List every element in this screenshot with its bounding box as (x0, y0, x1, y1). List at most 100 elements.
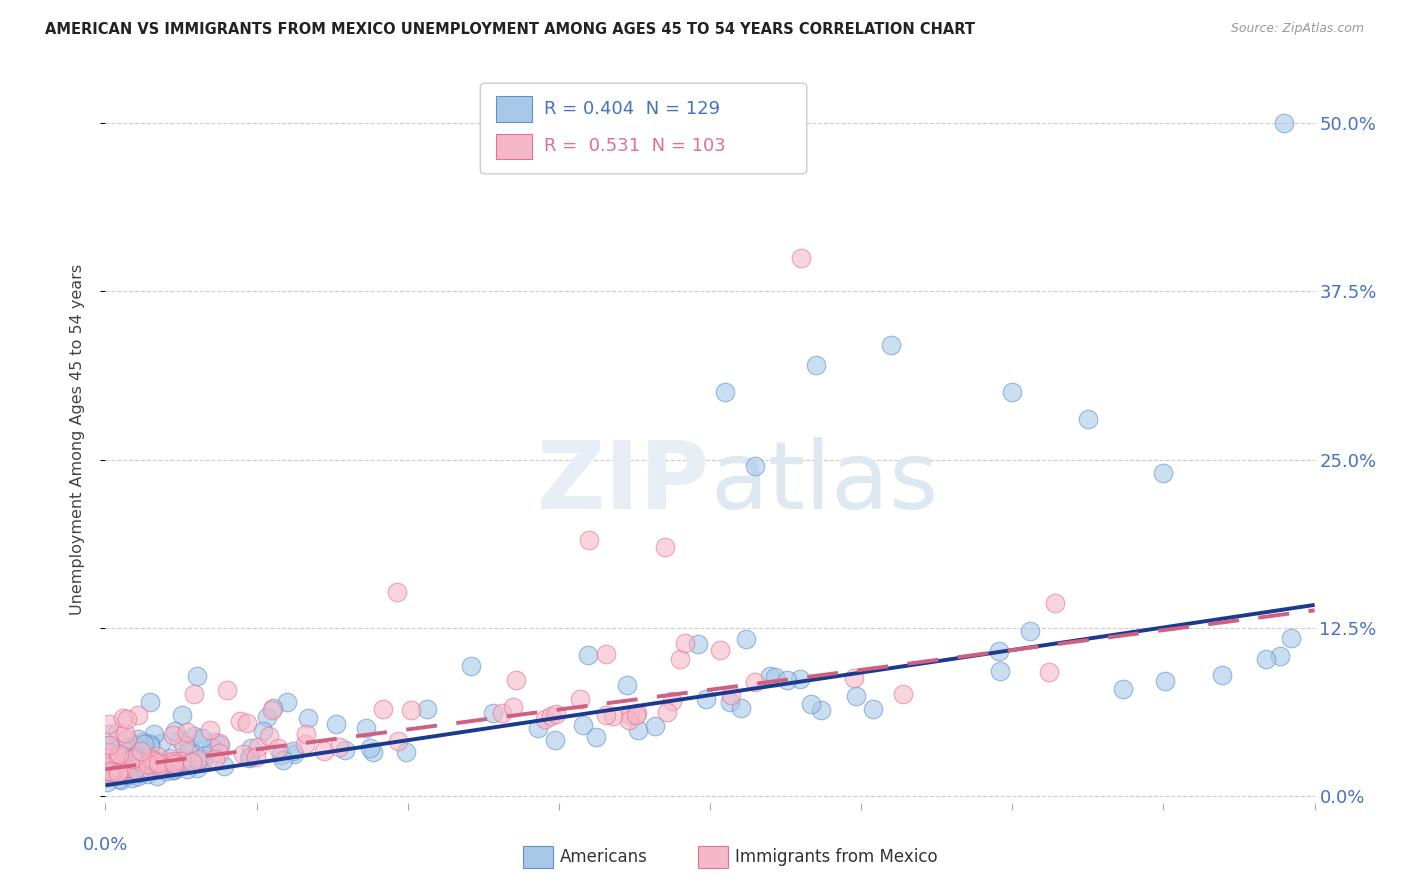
Point (800, 697, 823, 711)
Point (115, 712, 138, 726)
Point (354, 721, 377, 735)
Point (325, 717, 347, 731)
Point (256, 710, 278, 724)
Point (644, 719, 666, 733)
Point (155, 764, 177, 778)
Point (122, 754, 145, 768)
Point (294, 737, 316, 751)
Point (1256, 651, 1278, 665)
Point (172, 707, 194, 722)
Point (96, 765, 118, 780)
Point (115, 731, 138, 746)
Point (132, 748, 155, 763)
Point (295, 726, 318, 740)
Point (139, 695, 162, 709)
Point (107, 752, 129, 766)
Point (619, 713, 641, 727)
Point (96, 775, 118, 789)
Point (114, 726, 136, 740)
Point (276, 695, 298, 709)
Point (96, 753, 118, 767)
Point (139, 738, 162, 752)
Point (844, 671, 866, 685)
Point (152, 757, 174, 772)
Point (163, 763, 186, 777)
Point (1001, 385, 1024, 400)
Point (1153, 466, 1175, 480)
Point (1077, 412, 1099, 426)
Point (170, 754, 193, 768)
Point (763, 670, 786, 684)
Point (987, 644, 1010, 658)
Point (578, 533, 600, 548)
Point (131, 740, 153, 755)
Point (627, 723, 650, 737)
Point (190, 731, 212, 745)
Point (527, 721, 550, 735)
Point (108, 763, 131, 777)
Point (1211, 668, 1233, 682)
Point (673, 635, 696, 649)
Text: ZIP: ZIP (537, 437, 710, 529)
Point (146, 756, 169, 771)
Point (146, 769, 169, 783)
Point (136, 763, 159, 777)
Point (172, 753, 194, 767)
Text: Immigrants from Mexico: Immigrants from Mexico (735, 848, 938, 866)
Point (101, 765, 124, 780)
Point (136, 756, 159, 771)
Point (709, 643, 731, 657)
Point (183, 729, 205, 743)
Point (141, 753, 163, 767)
Point (111, 762, 134, 776)
FancyBboxPatch shape (496, 96, 533, 121)
Point (744, 459, 766, 474)
Point (115, 740, 138, 755)
Point (188, 751, 211, 765)
Point (186, 760, 208, 774)
Point (108, 764, 131, 779)
Point (720, 688, 742, 702)
Point (105, 764, 128, 779)
Point (359, 740, 381, 755)
Point (204, 751, 226, 765)
Point (616, 678, 638, 692)
Point (124, 760, 146, 774)
Point (179, 739, 201, 753)
Point (328, 739, 350, 754)
Point (98, 764, 121, 779)
Point (114, 762, 136, 776)
Point (127, 708, 149, 723)
Point (146, 749, 169, 764)
Point (804, 358, 827, 372)
Point (122, 738, 145, 752)
Point (98, 738, 121, 752)
Point (149, 756, 172, 771)
Text: Americans: Americans (560, 848, 648, 866)
Point (730, 700, 752, 714)
Point (96, 762, 118, 776)
Point (595, 647, 617, 661)
Point (602, 708, 624, 723)
Point (110, 772, 132, 787)
Point (571, 717, 593, 731)
FancyBboxPatch shape (481, 83, 807, 174)
Point (117, 744, 139, 758)
Point (98, 759, 121, 773)
Point (124, 762, 146, 776)
Point (1268, 649, 1291, 664)
Point (312, 744, 335, 758)
Point (127, 768, 149, 782)
Point (117, 768, 139, 782)
Point (208, 746, 231, 760)
Point (176, 756, 198, 770)
Point (177, 745, 200, 759)
Point (585, 730, 607, 744)
Point (135, 761, 157, 775)
Point (247, 739, 270, 754)
Point (97, 738, 120, 752)
Point (735, 632, 758, 647)
Point (491, 706, 513, 720)
Point (136, 761, 159, 775)
Point (714, 385, 737, 400)
